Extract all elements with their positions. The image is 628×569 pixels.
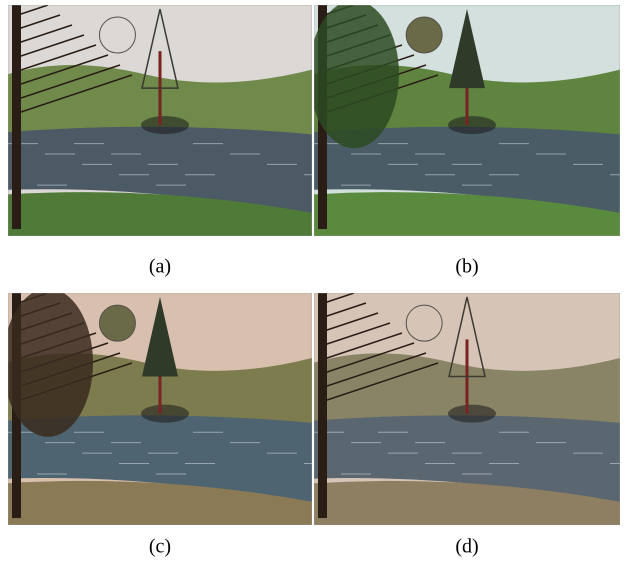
figure: (a) (b) (c) (d) [0, 0, 628, 569]
caption: (b) [455, 256, 478, 278]
panel-group [3, 0, 628, 525]
caption: (d) [455, 536, 478, 558]
scene-panel [309, 0, 628, 236]
caption: (c) [149, 536, 171, 558]
bg-tree [406, 17, 442, 53]
scene-panel [8, 5, 334, 236]
scene-panel [3, 288, 334, 525]
left-trunk [12, 5, 21, 229]
shadow [448, 116, 496, 134]
foliage [3, 288, 93, 436]
bg-tree [99, 305, 135, 341]
caption: (a) [149, 256, 171, 278]
shadow [141, 116, 189, 134]
scene-panel [314, 293, 628, 525]
shadow [448, 405, 496, 423]
foliage [309, 0, 399, 148]
left-trunk [318, 293, 327, 518]
shadow [141, 405, 189, 423]
